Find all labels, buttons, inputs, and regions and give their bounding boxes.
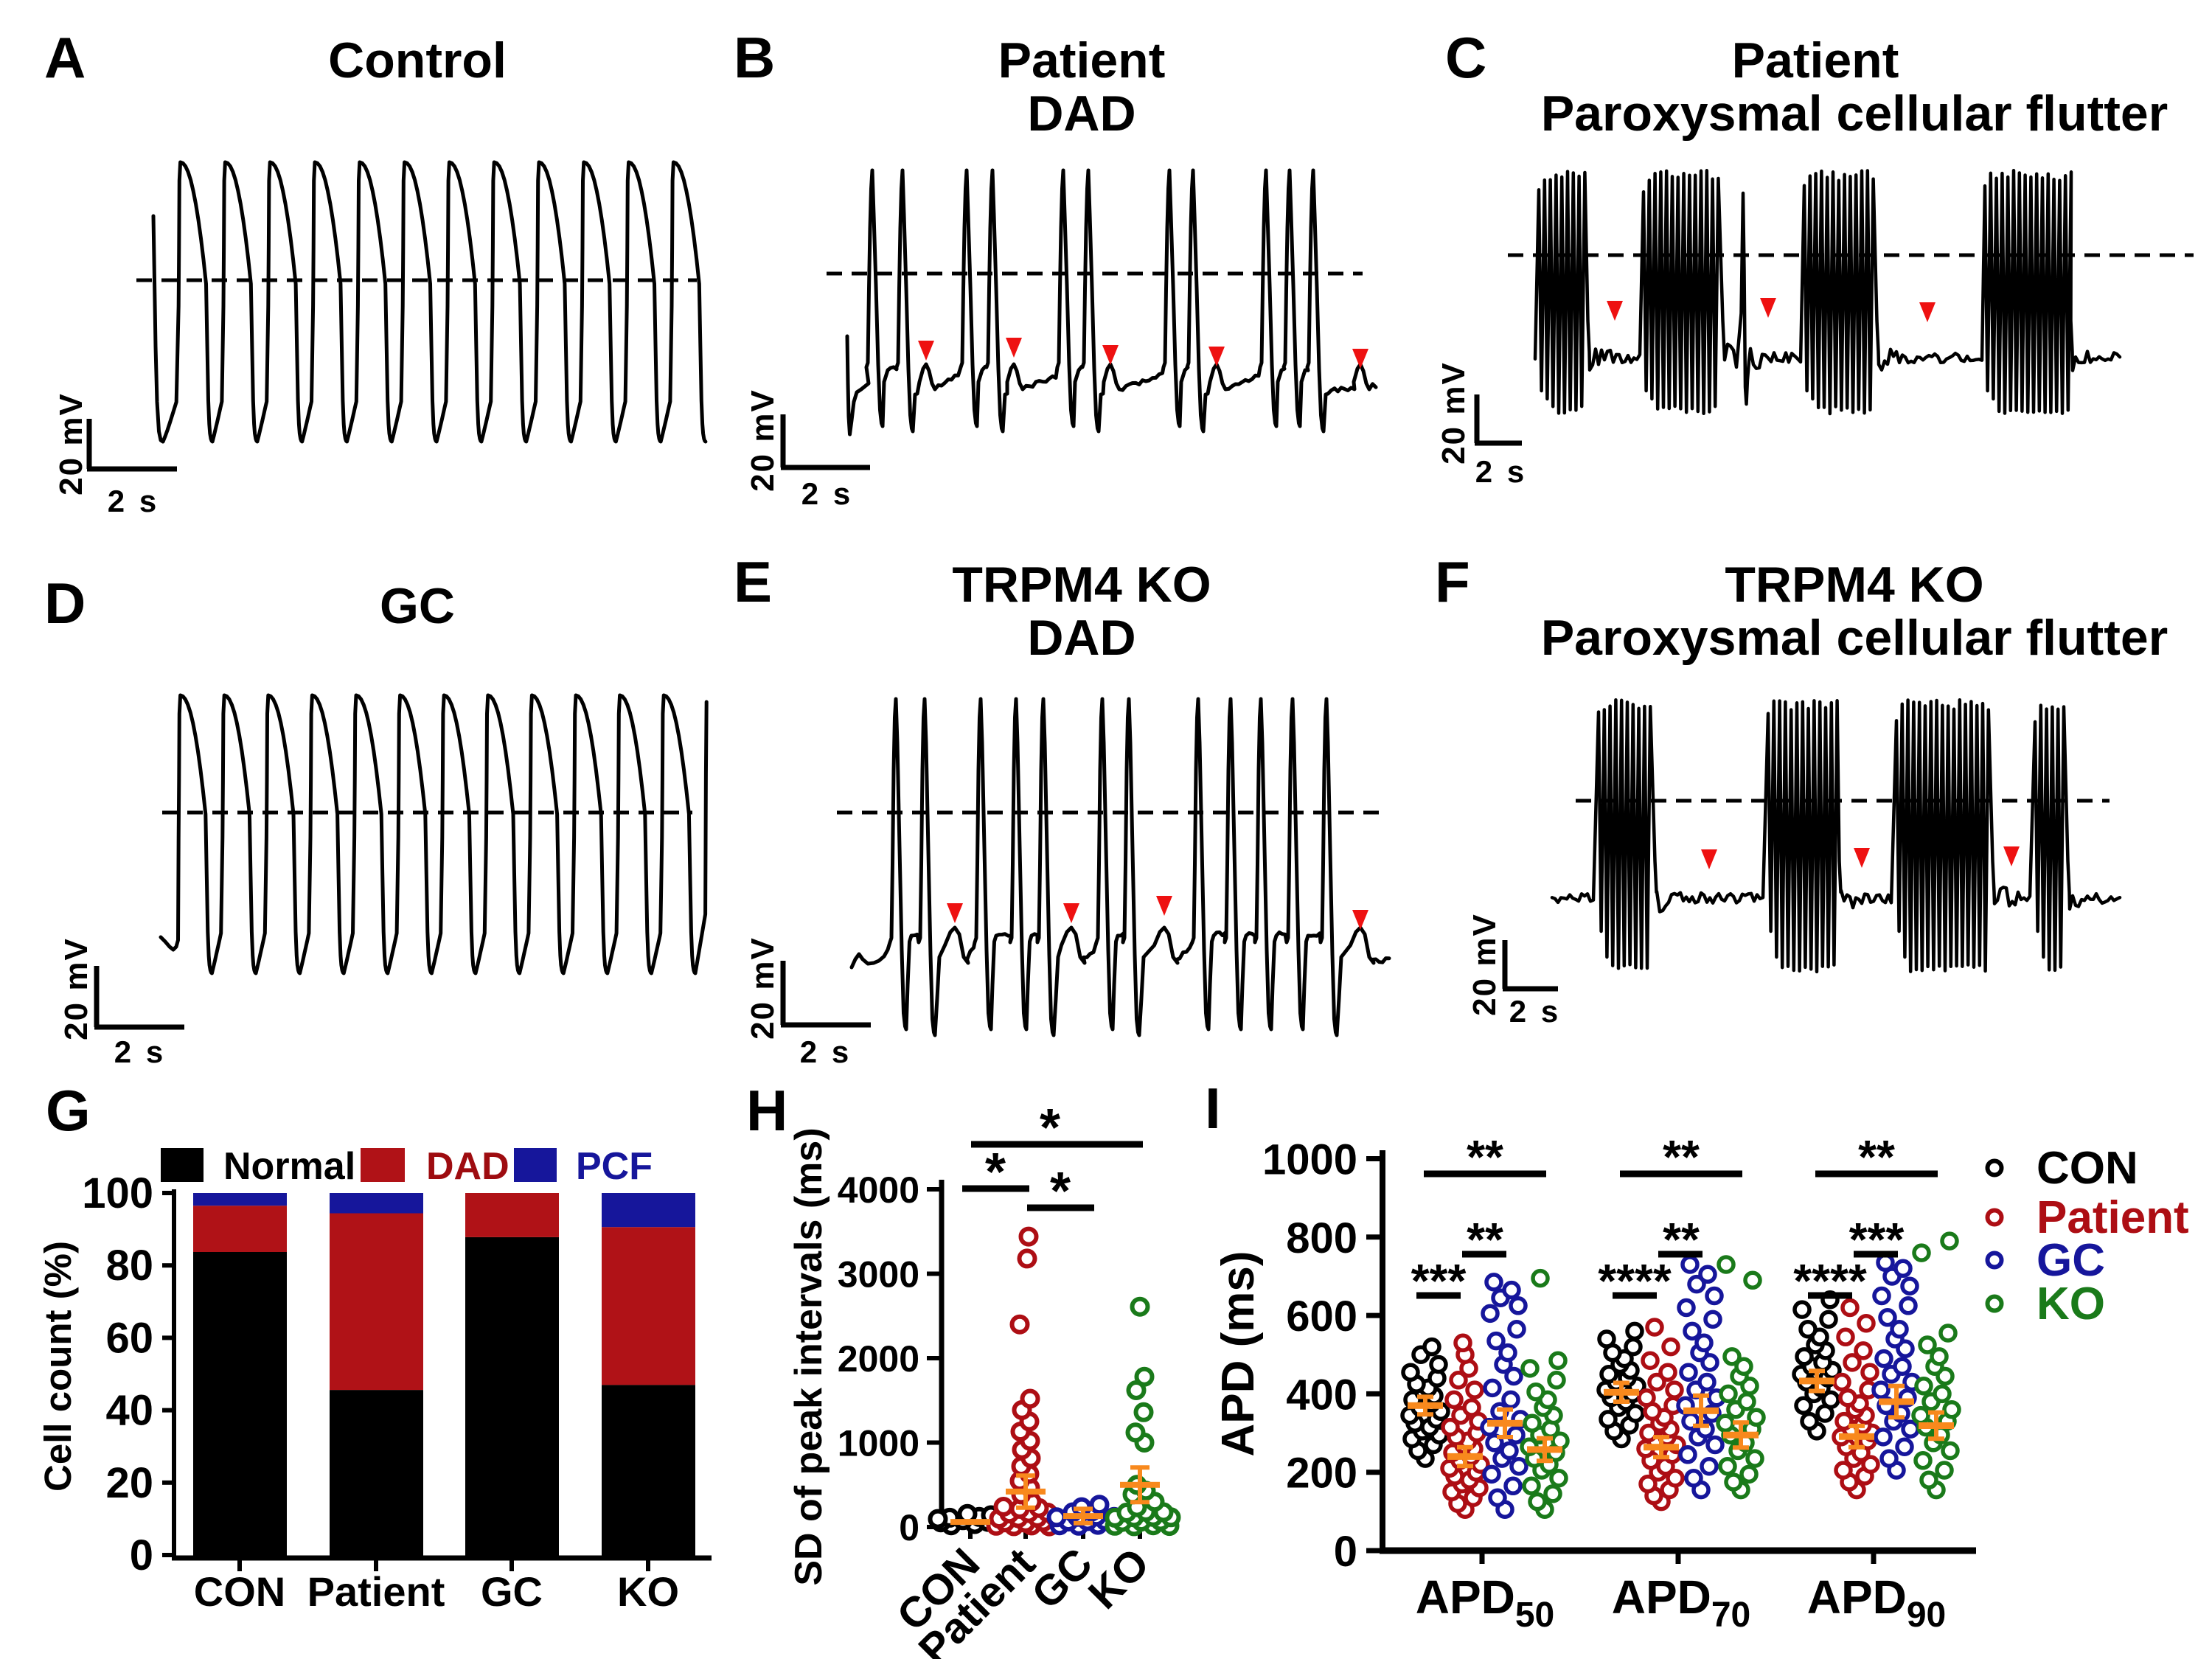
svg-text:200: 200 — [1286, 1450, 1357, 1498]
svg-text:GC: GC — [481, 1568, 543, 1615]
svg-text:100: 100 — [82, 1169, 153, 1217]
svg-text:****: **** — [1598, 1254, 1672, 1307]
svg-text:C: C — [1445, 25, 1486, 90]
svg-text:2000: 2000 — [838, 1338, 919, 1380]
svg-text:H: H — [746, 1078, 787, 1143]
svg-text:Paroxysmal cellular flutter: Paroxysmal cellular flutter — [1541, 610, 2168, 666]
svg-text:**: ** — [1663, 1130, 1700, 1183]
svg-text:20 mV: 20 mV — [745, 389, 781, 492]
svg-text:20 mV: 20 mV — [1436, 361, 1472, 465]
svg-text:***: *** — [1411, 1254, 1467, 1307]
svg-text:2 s: 2 s — [1509, 994, 1561, 1029]
svg-text:KO: KO — [2037, 1279, 2105, 1329]
svg-text:***: *** — [1849, 1213, 1905, 1266]
svg-text:2 s: 2 s — [801, 476, 853, 511]
svg-text:DAD: DAD — [1027, 610, 1135, 666]
svg-text:G: G — [46, 1078, 91, 1143]
svg-text:2 s: 2 s — [108, 484, 159, 518]
svg-text:**: ** — [1467, 1130, 1503, 1183]
svg-text:TRPM4 KO: TRPM4 KO — [952, 557, 1211, 613]
svg-text:*: * — [1050, 1162, 1071, 1221]
svg-text:Paroxysmal cellular flutter: Paroxysmal cellular flutter — [1541, 86, 2168, 142]
svg-text:CON: CON — [194, 1568, 285, 1615]
svg-text:**: ** — [1858, 1130, 1895, 1183]
svg-text:20 mV: 20 mV — [1467, 913, 1503, 1016]
svg-text:A: A — [44, 25, 86, 90]
svg-text:20 mV: 20 mV — [58, 937, 94, 1040]
svg-text:Cell count (%): Cell count (%) — [37, 1241, 79, 1492]
svg-text:4000: 4000 — [838, 1169, 919, 1211]
svg-text:Patient: Patient — [1732, 32, 1899, 88]
svg-text:KO: KO — [617, 1568, 679, 1615]
svg-text:1000: 1000 — [838, 1423, 919, 1464]
svg-text:PCF: PCF — [576, 1145, 653, 1188]
svg-text:40: 40 — [105, 1387, 153, 1435]
svg-text:0: 0 — [130, 1531, 153, 1579]
svg-text:APD (ms): APD (ms) — [1213, 1251, 1264, 1456]
svg-text:*: * — [1040, 1099, 1060, 1158]
svg-text:0: 0 — [899, 1507, 919, 1548]
svg-text:2 s: 2 s — [800, 1034, 852, 1069]
svg-text:20 mV: 20 mV — [745, 936, 781, 1040]
svg-text:800: 800 — [1286, 1214, 1357, 1262]
svg-text:E: E — [734, 549, 772, 614]
svg-text:80: 80 — [105, 1242, 153, 1290]
svg-text:**: ** — [1663, 1213, 1700, 1266]
svg-text:GC: GC — [380, 578, 455, 634]
svg-text:1000: 1000 — [1262, 1136, 1357, 1184]
svg-text:D: D — [44, 571, 86, 636]
svg-text:SD of peak intervals (ms): SD of peak intervals (ms) — [787, 1127, 830, 1585]
svg-text:2 s: 2 s — [114, 1034, 166, 1069]
svg-text:20: 20 — [105, 1459, 153, 1507]
svg-text:0: 0 — [1334, 1528, 1357, 1576]
svg-text:20 mV: 20 mV — [53, 392, 89, 495]
svg-text:600: 600 — [1286, 1293, 1357, 1340]
svg-text:GC: GC — [2037, 1235, 2105, 1286]
svg-text:DAD: DAD — [1027, 86, 1135, 142]
svg-text:400: 400 — [1286, 1371, 1357, 1419]
svg-text:I: I — [1205, 1076, 1221, 1141]
svg-text:**: ** — [1467, 1213, 1503, 1266]
svg-text:3000: 3000 — [838, 1254, 919, 1295]
svg-text:DAD: DAD — [426, 1145, 509, 1188]
svg-text:F: F — [1435, 549, 1470, 614]
svg-text:2 s: 2 s — [1475, 454, 1527, 489]
svg-text:Normal: Normal — [223, 1145, 355, 1188]
svg-text:Patient: Patient — [2037, 1192, 2189, 1243]
svg-text:*: * — [985, 1143, 1006, 1202]
svg-text:TRPM4 KO: TRPM4 KO — [1725, 557, 1983, 613]
svg-text:60: 60 — [105, 1314, 153, 1362]
svg-text:****: **** — [1793, 1254, 1867, 1307]
svg-text:CON: CON — [2037, 1143, 2138, 1194]
svg-text:Control: Control — [328, 32, 507, 88]
svg-text:B: B — [734, 25, 775, 90]
svg-text:Patient: Patient — [307, 1568, 445, 1615]
svg-text:Patient: Patient — [998, 32, 1166, 88]
